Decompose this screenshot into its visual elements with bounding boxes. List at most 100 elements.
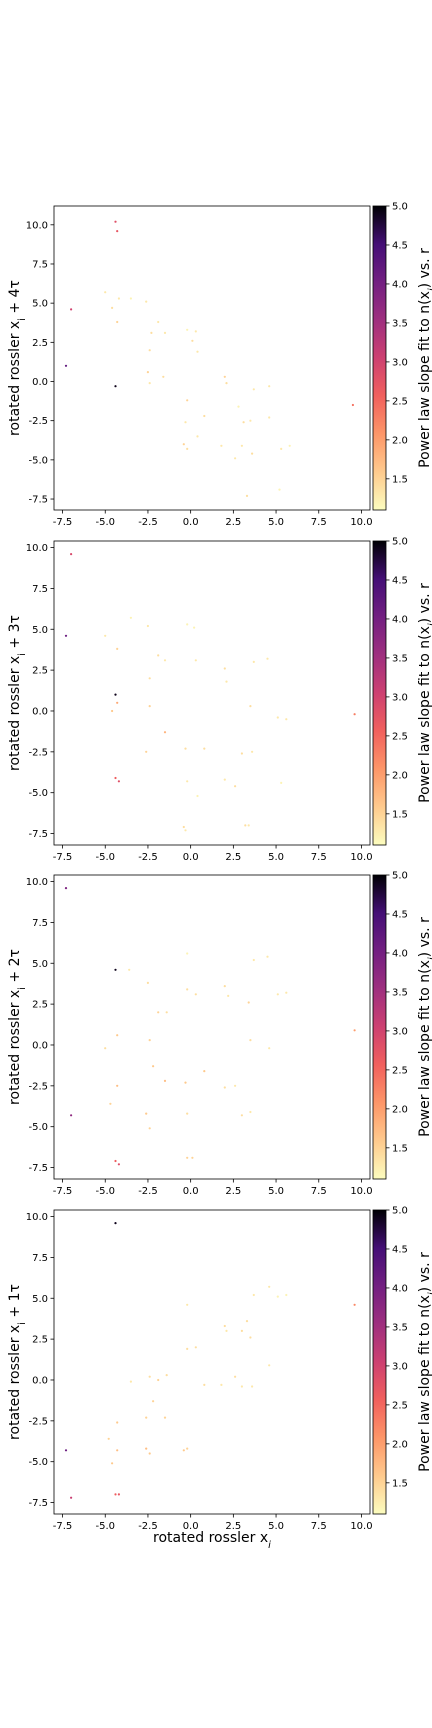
data-point — [114, 1159, 117, 1163]
y-tick-label: 5.0 — [32, 299, 48, 310]
data-point — [268, 416, 271, 419]
data-point — [163, 331, 167, 334]
y-tick-label: 0.0 — [32, 377, 48, 388]
data-point — [116, 1449, 119, 1452]
data-point — [70, 1496, 73, 1499]
data-point — [163, 1416, 167, 1419]
data-point — [285, 1293, 288, 1297]
y-axis-label: rotated rossler xi + 4τ — [7, 280, 28, 436]
data-point — [251, 750, 254, 753]
data-point — [128, 968, 131, 971]
x-tick-label: 0.0 — [183, 1186, 199, 1197]
data-point — [157, 1011, 160, 1014]
data-point — [145, 1112, 148, 1115]
x-tick-label: 7.5 — [311, 517, 327, 528]
data-point — [276, 1295, 279, 1298]
data-point — [146, 624, 149, 628]
colorbar-label: Power law slope fit to n(xi) vs. r — [417, 248, 432, 468]
x-tick-label: 2.5 — [225, 517, 241, 528]
data-point — [104, 1047, 107, 1050]
data-point — [145, 750, 148, 753]
data-point — [117, 780, 120, 783]
x-tick-label: 5.0 — [268, 1186, 284, 1197]
y-tick-label: 0.0 — [32, 1375, 48, 1386]
y-tick-label: 2.5 — [32, 666, 48, 677]
data-point — [184, 829, 187, 832]
x-tick-label: 5.0 — [268, 1521, 284, 1532]
x-tick-label: 2.5 — [225, 852, 241, 863]
data-point — [196, 350, 199, 353]
data-point — [117, 297, 120, 300]
data-point — [251, 452, 254, 455]
data-point — [194, 1346, 197, 1349]
data-point — [163, 731, 167, 734]
data-point — [148, 705, 151, 708]
data-point — [240, 1385, 243, 1388]
data-point — [64, 634, 68, 637]
data-point — [186, 1447, 189, 1450]
data-point — [285, 718, 288, 721]
plot-area — [53, 205, 371, 511]
data-point — [111, 1462, 114, 1465]
data-point — [249, 1110, 252, 1114]
y-axis-label: rotated rossler xi + 2τ — [7, 949, 28, 1105]
colorbar-tick-label: 5.0 — [392, 871, 408, 882]
data-point — [157, 654, 160, 657]
data-point — [276, 716, 279, 719]
data-point — [186, 447, 189, 450]
data-point — [157, 320, 160, 324]
colorbar-tick-label: 1.5 — [392, 1478, 408, 1489]
data-point — [165, 1011, 168, 1014]
data-point — [223, 1086, 226, 1089]
data-point — [186, 780, 189, 783]
data-point — [114, 1222, 117, 1225]
data-point — [268, 1285, 271, 1288]
data-point — [186, 623, 189, 626]
data-point — [70, 308, 73, 311]
data-point — [203, 1383, 206, 1386]
x-tick-label: -7.5 — [53, 1186, 73, 1197]
colorbar-tick-label: 2.5 — [392, 1400, 408, 1411]
data-point — [111, 306, 114, 309]
data-point — [114, 968, 117, 971]
x-tick-label: -5.0 — [95, 852, 115, 863]
x-tick-label: -2.5 — [138, 1186, 158, 1197]
data-point — [129, 297, 132, 300]
data-point — [234, 785, 237, 788]
y-tick-label: 10.0 — [26, 1212, 48, 1223]
data-point — [240, 752, 243, 755]
data-point — [249, 705, 252, 708]
y-tick-label: 7.5 — [32, 259, 48, 270]
data-point — [148, 382, 151, 385]
x-tick-label: 7.5 — [311, 1186, 327, 1197]
x-tick-label: 10.0 — [350, 517, 372, 528]
y-tick-label: 7.5 — [32, 1253, 48, 1264]
data-point — [129, 616, 132, 619]
data-point — [203, 1070, 206, 1073]
data-point — [225, 382, 228, 385]
y-tick-label: 2.5 — [32, 1335, 48, 1346]
data-point — [227, 994, 230, 998]
data-point — [146, 371, 149, 374]
y-tick-label: -2.5 — [28, 747, 48, 758]
data-point — [186, 988, 189, 991]
x-tick-label: -5.0 — [95, 517, 115, 528]
data-point — [186, 1156, 189, 1159]
y-tick-label: 0.0 — [32, 706, 48, 717]
data-point — [129, 1380, 132, 1383]
data-point — [194, 659, 197, 662]
data-point — [145, 1416, 148, 1419]
data-point — [244, 824, 247, 827]
data-point — [245, 1320, 249, 1323]
data-point — [163, 659, 167, 662]
data-point — [351, 403, 354, 407]
colorbar-tick-label: 2.0 — [392, 770, 408, 781]
data-point — [116, 701, 119, 704]
x-tick-label: 5.0 — [268, 852, 284, 863]
data-point — [116, 647, 119, 651]
data-point — [186, 328, 189, 331]
data-point — [146, 981, 149, 985]
subplot-4: -7.5 -5.0 -2.5 0.0 2.5 5.0 7.5 10.0 -7.5 -5.0 -2.5… — [7, 1206, 432, 1533]
subplot-1: -7.5 -5.0 -2.5 0.0 2.5 5.0 7.5 10.0 -7.5 -5.0 -2.5… — [7, 202, 432, 529]
